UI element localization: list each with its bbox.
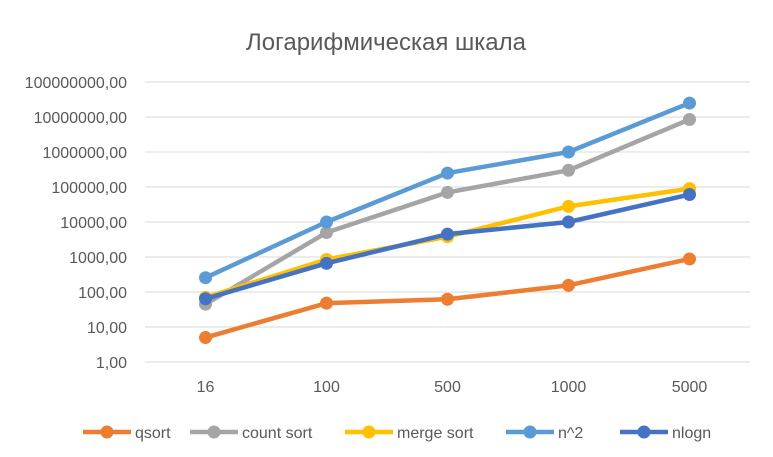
legend-swatch-marker [207, 425, 221, 439]
series-lines [199, 96, 696, 345]
x-axis: 16 100 500 1000 5000 [197, 379, 708, 396]
y-tick-label: 10,00 [87, 320, 127, 337]
legend-item: merge sort [345, 425, 474, 442]
series-nlogn [199, 188, 696, 306]
data-point [441, 185, 454, 199]
x-tick-label: 5000 [672, 379, 708, 396]
data-point [199, 292, 212, 306]
data-point [199, 331, 212, 345]
data-point [683, 112, 696, 126]
legend-swatch-marker [362, 425, 376, 439]
data-point [683, 96, 696, 110]
y-tick-label: 1000,00 [69, 250, 127, 267]
y-tick-label: 10000000,00 [34, 110, 128, 127]
data-point [562, 145, 575, 159]
legend-label: count sort [242, 425, 313, 442]
legend-item: n^2 [506, 425, 583, 442]
y-tick-label: 100000,00 [51, 180, 127, 197]
data-point [683, 252, 696, 266]
legend-item: count sort [190, 425, 313, 442]
y-tick-label: 100,00 [78, 285, 127, 302]
x-tick-label: 1000 [551, 379, 587, 396]
grid-lines [145, 81, 750, 363]
legend-swatch-marker [637, 425, 651, 439]
series-merge-sort [199, 182, 696, 304]
data-point [683, 188, 696, 202]
y-axis: 1,00 10,00 100,00 1000,00 10000,00 100000,00 1… [25, 75, 127, 372]
legend-item: qsort [83, 425, 171, 442]
legend-swatch-marker [100, 425, 114, 439]
x-tick-label: 100 [313, 379, 340, 396]
y-tick-label: 1000000,00 [42, 145, 127, 162]
data-point [562, 278, 575, 292]
chart-title: Логарифмическая шкала [246, 29, 527, 56]
data-point [199, 271, 212, 285]
legend-label: qsort [135, 425, 171, 442]
legend: qsort count sort merge sort n^2 nlogn [83, 425, 711, 442]
data-point [320, 226, 333, 240]
legend-label: merge sort [397, 425, 474, 442]
legend-label: n^2 [558, 425, 583, 442]
x-tick-label: 16 [197, 379, 215, 396]
y-tick-label: 1,00 [96, 355, 127, 372]
data-point [320, 296, 333, 310]
data-point [441, 166, 454, 180]
data-point [441, 227, 454, 241]
y-tick-label: 100000000,00 [25, 75, 127, 92]
data-point [562, 199, 575, 213]
legend-label: nlogn [672, 425, 711, 442]
data-point [320, 215, 333, 229]
series-qsort [199, 252, 696, 345]
x-tick-label: 500 [434, 379, 461, 396]
legend-swatch-marker [523, 425, 537, 439]
series-n-2 [199, 96, 696, 285]
data-point [562, 215, 575, 229]
legend-item: nlogn [620, 425, 711, 442]
y-tick-label: 10000,00 [60, 215, 127, 232]
data-point [562, 163, 575, 177]
data-point [441, 292, 454, 306]
data-point [320, 256, 333, 270]
